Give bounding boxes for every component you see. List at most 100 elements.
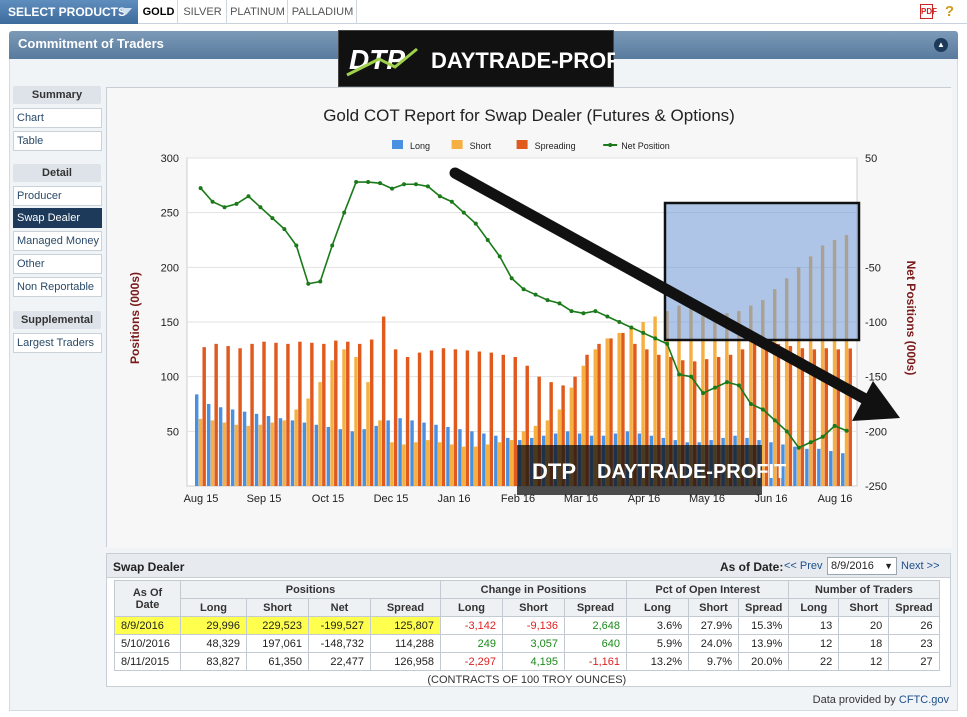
bar-short bbox=[473, 446, 478, 486]
sidebar-supplemental-header: Supplemental bbox=[13, 311, 101, 329]
net-position-point bbox=[437, 194, 442, 199]
y2-tick-label: -150 bbox=[865, 372, 887, 384]
tab-platinum[interactable]: PLATINUM bbox=[228, 0, 288, 24]
y-tick-label: 50 bbox=[167, 426, 179, 438]
bar-spreading bbox=[788, 346, 793, 486]
bar-spreading bbox=[286, 343, 290, 486]
bar-long bbox=[506, 437, 510, 486]
bar-short bbox=[461, 446, 466, 486]
bar-long bbox=[434, 424, 438, 486]
pdf-icon[interactable]: PDF bbox=[920, 4, 937, 19]
bar-short bbox=[772, 289, 777, 486]
net-position-point bbox=[497, 254, 502, 259]
bar-spreading bbox=[752, 343, 757, 486]
sidebar-item-managed-money[interactable]: Managed Money bbox=[13, 231, 102, 251]
bar-spreading bbox=[836, 349, 840, 486]
net-position-point bbox=[796, 445, 801, 450]
bar-spreading bbox=[322, 343, 326, 486]
next-link[interactable]: Next >> bbox=[901, 560, 940, 572]
y2-tick-label: -200 bbox=[865, 426, 887, 438]
subheader-long: Long bbox=[180, 598, 247, 617]
net-position-point bbox=[545, 298, 550, 303]
legend-swatch bbox=[451, 140, 463, 149]
sidebar-item-swap-dealer[interactable]: Swap Dealer bbox=[13, 208, 102, 228]
cftc-link[interactable]: CFTC.gov bbox=[898, 694, 949, 706]
trend-arrow bbox=[449, 167, 900, 421]
table-cell: 18 bbox=[838, 634, 890, 653]
bar-short bbox=[629, 327, 633, 486]
col-as-of-date: As Of Date bbox=[114, 580, 181, 617]
table-cell: 5/10/2016 bbox=[114, 634, 181, 653]
table-cell: 20.0% bbox=[737, 652, 790, 671]
legend-swatch-dot bbox=[608, 143, 613, 147]
net-position-point bbox=[725, 380, 730, 385]
date-select[interactable]: 8/9/2016 ▼ bbox=[827, 557, 897, 575]
table-cell: 13.9% bbox=[737, 634, 790, 653]
sidebar-summary-header: Summary bbox=[13, 86, 101, 104]
bar-spreading bbox=[417, 352, 422, 486]
sidebar-detail-header: Detail bbox=[13, 164, 101, 182]
x-tick-label: Aug 16 bbox=[818, 493, 853, 505]
table-cell: 24.0% bbox=[688, 634, 739, 653]
select-products-button[interactable]: SELECT PRODUCTS bbox=[0, 0, 138, 24]
sidebar-item-producer[interactable]: Producer bbox=[13, 186, 102, 206]
table-cell: 2,648 bbox=[564, 616, 627, 635]
net-position-point bbox=[760, 407, 765, 412]
bar-long bbox=[374, 425, 378, 486]
tab-gold[interactable]: GOLD bbox=[140, 0, 178, 24]
net-position-point bbox=[425, 184, 430, 189]
table-cell: 20 bbox=[838, 616, 890, 635]
net-position-point bbox=[246, 194, 251, 199]
net-position-point bbox=[844, 428, 849, 433]
bar-short bbox=[689, 300, 693, 486]
x-tick-label: Sep 15 bbox=[247, 493, 282, 505]
net-position-point bbox=[234, 201, 239, 206]
sidebar-item-non-reportable[interactable]: Non Reportable bbox=[13, 277, 102, 297]
bar-spreading bbox=[214, 343, 218, 486]
net-position-point bbox=[485, 238, 490, 242]
x-tick-label: Jun 16 bbox=[754, 493, 787, 505]
sidebar-item-largest-traders[interactable]: Largest Traders bbox=[13, 333, 102, 353]
bar-spreading bbox=[477, 351, 482, 486]
bar-short bbox=[796, 267, 801, 486]
bar-long bbox=[338, 429, 343, 486]
bar-short bbox=[725, 313, 729, 486]
select-products-label: SELECT PRODUCTS bbox=[8, 5, 127, 19]
net-position-point bbox=[270, 216, 275, 221]
bar-long bbox=[218, 407, 223, 486]
bar-spreading bbox=[465, 350, 470, 486]
bar-spreading bbox=[250, 343, 254, 486]
table-cell: 12 bbox=[788, 634, 840, 653]
tab-silver[interactable]: SILVER bbox=[179, 0, 227, 24]
tab-palladium[interactable]: PALLADIUM bbox=[289, 0, 357, 24]
prev-link[interactable]: << Prev bbox=[784, 560, 823, 572]
collapse-icon[interactable]: ▲ bbox=[934, 38, 948, 52]
subheader-row: Long Short Net Spread Long Short Spread Long Sho… bbox=[115, 598, 940, 617]
legend-label: Net Position bbox=[621, 141, 670, 151]
sidebar-item-other-reportable[interactable]: Other Reportable bbox=[13, 254, 102, 288]
bar-long bbox=[386, 420, 390, 486]
net-position-point bbox=[832, 423, 837, 428]
sidebar-item-chart[interactable]: Chart bbox=[13, 108, 102, 128]
bar-short bbox=[366, 382, 370, 486]
bar-spreading bbox=[381, 316, 386, 486]
table-body: 8/9/2016 29,996 229,523 -199,527 125,807 -3,1… bbox=[114, 616, 940, 671]
chart-container: Gold COT Report for Swap Dealer (Futures… bbox=[106, 87, 952, 548]
x-tick-label: Oct 15 bbox=[312, 493, 344, 505]
bar-long bbox=[290, 420, 295, 486]
net-position-point bbox=[509, 276, 514, 281]
highlight-box bbox=[663, 201, 861, 342]
table-header-bar: Swap Dealer As of Date: << Prev 8/9/2016… bbox=[107, 554, 950, 578]
subheader-spread: Spread bbox=[888, 598, 940, 617]
bar-short bbox=[665, 311, 669, 486]
bar-short bbox=[210, 420, 215, 486]
bar-spreading bbox=[405, 356, 410, 486]
bar-long bbox=[422, 422, 426, 486]
table-cell: 83,827 bbox=[180, 652, 247, 671]
subheader-long: Long bbox=[626, 598, 689, 617]
sidebar-item-table[interactable]: Table bbox=[13, 131, 102, 151]
help-icon[interactable]: ? bbox=[944, 3, 955, 20]
bar-spreading bbox=[501, 354, 506, 486]
col-group-positions: Positions bbox=[180, 580, 441, 599]
top-bar: SELECT PRODUCTS GOLD SILVER PLATINUM PAL… bbox=[0, 0, 967, 24]
